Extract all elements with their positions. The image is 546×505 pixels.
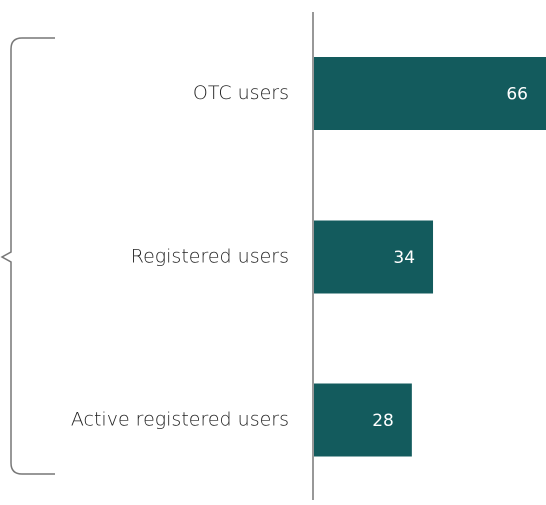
value-label: 28 [372, 411, 394, 431]
value-label: 66 [506, 85, 528, 105]
bar [314, 383, 412, 457]
category-label: OTC users [193, 82, 289, 104]
bar [314, 220, 434, 294]
category-label: Registered users [131, 246, 289, 268]
bracket [0, 37, 55, 475]
category-label: Active registered users [71, 409, 289, 431]
bar [314, 57, 546, 130]
value-label: 34 [393, 248, 415, 268]
